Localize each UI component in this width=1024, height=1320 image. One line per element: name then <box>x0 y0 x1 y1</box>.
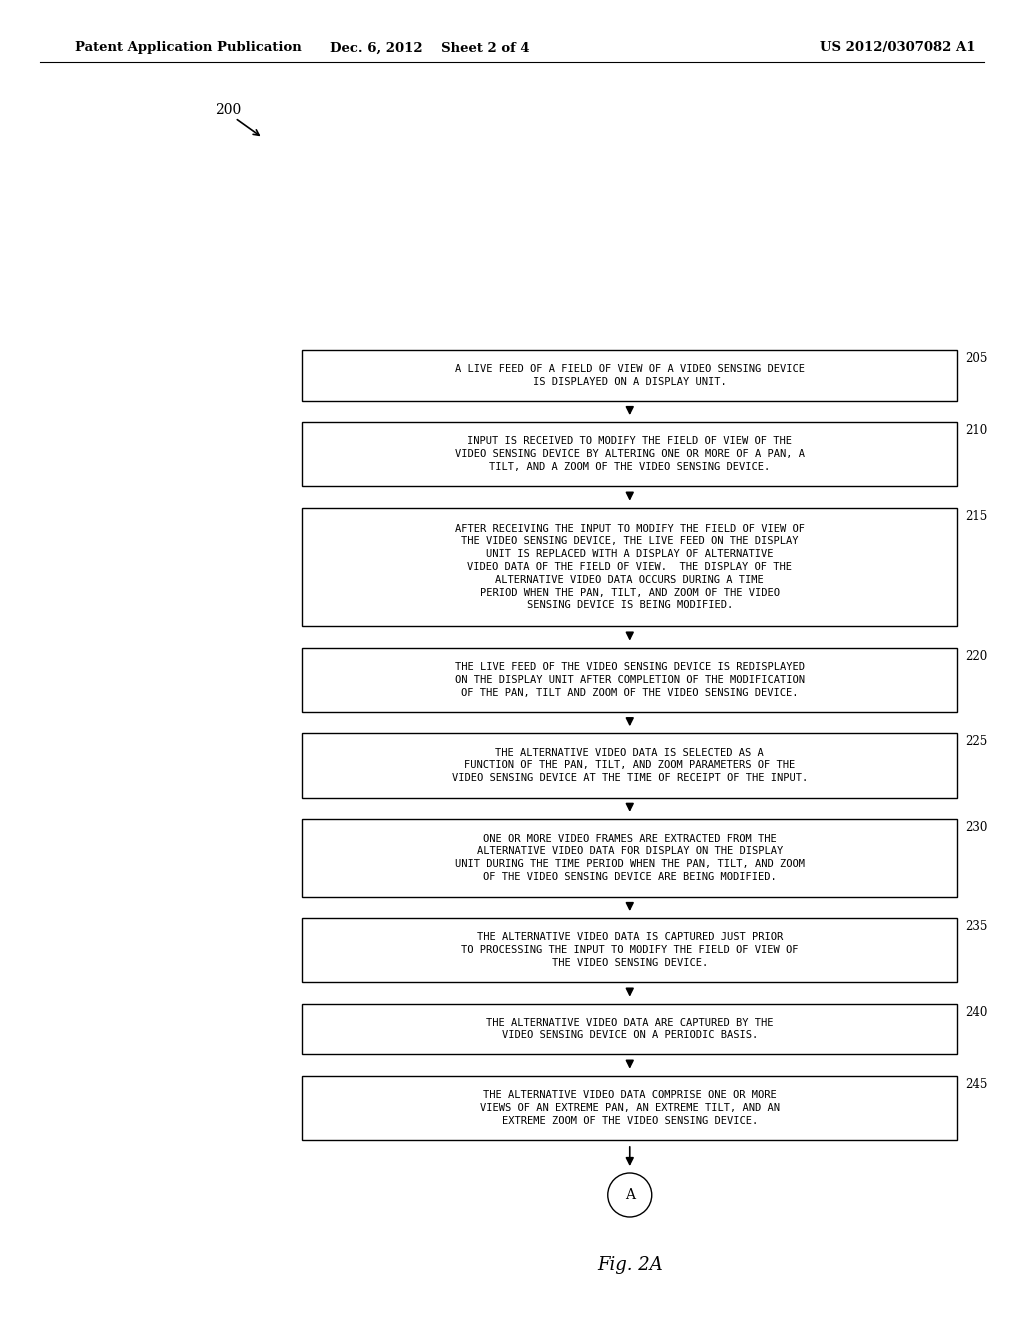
FancyBboxPatch shape <box>302 733 957 797</box>
FancyBboxPatch shape <box>302 818 957 896</box>
Text: 205: 205 <box>966 352 988 366</box>
Text: AFTER RECEIVING THE INPUT TO MODIFY THE FIELD OF VIEW OF
THE VIDEO SENSING DEVIC: AFTER RECEIVING THE INPUT TO MODIFY THE … <box>455 524 805 610</box>
FancyBboxPatch shape <box>302 422 957 486</box>
Text: 230: 230 <box>966 821 988 834</box>
Text: 200: 200 <box>215 103 242 117</box>
Text: THE ALTERNATIVE VIDEO DATA IS CAPTURED JUST PRIOR
TO PROCESSING THE INPUT TO MOD: THE ALTERNATIVE VIDEO DATA IS CAPTURED J… <box>461 932 799 968</box>
Text: 240: 240 <box>966 1006 988 1019</box>
FancyBboxPatch shape <box>302 350 957 401</box>
Text: 235: 235 <box>966 920 988 933</box>
Text: THE ALTERNATIVE VIDEO DATA IS SELECTED AS A
FUNCTION OF THE PAN, TILT, AND ZOOM : THE ALTERNATIVE VIDEO DATA IS SELECTED A… <box>452 747 808 783</box>
Text: A LIVE FEED OF A FIELD OF VIEW OF A VIDEO SENSING DEVICE
IS DISPLAYED ON A DISPL: A LIVE FEED OF A FIELD OF VIEW OF A VIDE… <box>455 364 805 387</box>
FancyBboxPatch shape <box>302 648 957 711</box>
Text: Patent Application Publication: Patent Application Publication <box>75 41 302 54</box>
Text: Fig. 2A: Fig. 2A <box>597 1257 663 1274</box>
Text: THE ALTERNATIVE VIDEO DATA COMPRISE ONE OR MORE
VIEWS OF AN EXTREME PAN, AN EXTR: THE ALTERNATIVE VIDEO DATA COMPRISE ONE … <box>480 1090 779 1126</box>
Text: 215: 215 <box>966 510 988 523</box>
Text: 220: 220 <box>966 649 988 663</box>
FancyBboxPatch shape <box>302 1076 957 1140</box>
Text: 225: 225 <box>966 735 988 748</box>
FancyBboxPatch shape <box>302 1003 957 1055</box>
Text: A: A <box>625 1188 635 1203</box>
Text: THE LIVE FEED OF THE VIDEO SENSING DEVICE IS REDISPLAYED
ON THE DISPLAY UNIT AFT: THE LIVE FEED OF THE VIDEO SENSING DEVIC… <box>455 661 805 697</box>
Text: THE ALTERNATIVE VIDEO DATA ARE CAPTURED BY THE
VIDEO SENSING DEVICE ON A PERIODI: THE ALTERNATIVE VIDEO DATA ARE CAPTURED … <box>486 1018 773 1040</box>
Text: ONE OR MORE VIDEO FRAMES ARE EXTRACTED FROM THE
ALTERNATIVE VIDEO DATA FOR DISPL: ONE OR MORE VIDEO FRAMES ARE EXTRACTED F… <box>455 833 805 882</box>
Text: US 2012/0307082 A1: US 2012/0307082 A1 <box>820 41 976 54</box>
Text: INPUT IS RECEIVED TO MODIFY THE FIELD OF VIEW OF THE
VIDEO SENSING DEVICE BY ALT: INPUT IS RECEIVED TO MODIFY THE FIELD OF… <box>455 437 805 473</box>
FancyBboxPatch shape <box>302 508 957 626</box>
Text: 210: 210 <box>966 424 988 437</box>
Text: 245: 245 <box>966 1077 988 1090</box>
FancyBboxPatch shape <box>302 917 957 982</box>
Text: Dec. 6, 2012    Sheet 2 of 4: Dec. 6, 2012 Sheet 2 of 4 <box>330 41 529 54</box>
